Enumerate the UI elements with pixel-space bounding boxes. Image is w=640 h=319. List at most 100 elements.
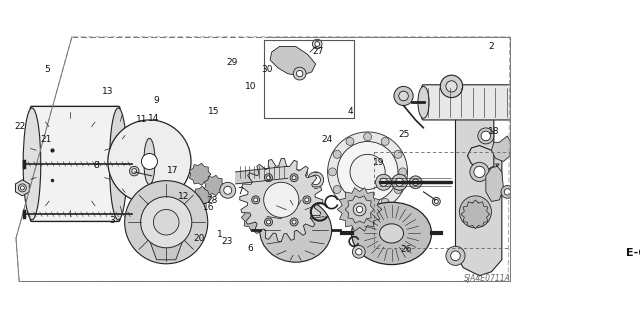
Circle shape — [474, 166, 485, 177]
Polygon shape — [189, 163, 211, 185]
Circle shape — [296, 70, 303, 77]
Circle shape — [376, 174, 392, 190]
Circle shape — [394, 86, 413, 106]
Circle shape — [292, 220, 296, 224]
Circle shape — [141, 197, 192, 248]
Ellipse shape — [144, 138, 155, 185]
Circle shape — [305, 198, 309, 202]
Circle shape — [253, 215, 258, 220]
Ellipse shape — [514, 86, 525, 118]
Polygon shape — [337, 188, 382, 231]
Circle shape — [132, 169, 137, 174]
Circle shape — [446, 246, 465, 265]
Text: 24: 24 — [322, 135, 333, 144]
Circle shape — [460, 196, 492, 228]
Text: 28: 28 — [207, 196, 218, 205]
Polygon shape — [492, 136, 511, 161]
Text: 16: 16 — [203, 204, 214, 212]
Circle shape — [264, 218, 273, 226]
Circle shape — [108, 120, 191, 203]
Circle shape — [364, 133, 372, 141]
Text: E-6: E-6 — [626, 249, 640, 258]
Circle shape — [125, 181, 208, 264]
Circle shape — [446, 81, 457, 92]
Text: 21: 21 — [40, 135, 52, 144]
Polygon shape — [345, 196, 374, 223]
Circle shape — [394, 185, 402, 193]
Circle shape — [293, 67, 306, 80]
Circle shape — [252, 196, 260, 204]
Circle shape — [308, 172, 324, 188]
Ellipse shape — [23, 108, 41, 220]
Circle shape — [251, 213, 260, 222]
Circle shape — [224, 186, 232, 194]
Circle shape — [333, 185, 341, 193]
Circle shape — [380, 178, 388, 186]
Circle shape — [353, 203, 366, 216]
Circle shape — [303, 196, 311, 204]
Text: 7: 7 — [237, 187, 243, 196]
Text: 15: 15 — [208, 107, 220, 115]
Circle shape — [292, 176, 296, 180]
Circle shape — [435, 199, 438, 204]
Circle shape — [264, 182, 299, 218]
Polygon shape — [193, 186, 212, 205]
Text: 27: 27 — [312, 47, 324, 56]
Text: 4: 4 — [348, 107, 353, 115]
FancyBboxPatch shape — [30, 106, 120, 221]
Circle shape — [381, 137, 389, 145]
Text: 30: 30 — [261, 64, 273, 73]
FancyBboxPatch shape — [422, 85, 521, 120]
Text: 26: 26 — [400, 246, 412, 255]
Text: 3: 3 — [109, 216, 115, 225]
Circle shape — [353, 245, 365, 258]
Polygon shape — [270, 47, 316, 76]
Text: 5: 5 — [45, 64, 51, 73]
Circle shape — [264, 174, 273, 182]
Polygon shape — [240, 158, 323, 241]
Text: 2: 2 — [488, 41, 494, 51]
Circle shape — [466, 202, 485, 221]
Polygon shape — [456, 100, 502, 276]
Circle shape — [432, 197, 440, 205]
Polygon shape — [284, 168, 308, 180]
Polygon shape — [236, 166, 287, 184]
Text: 18: 18 — [488, 127, 499, 136]
Circle shape — [311, 175, 321, 185]
Circle shape — [399, 91, 408, 101]
Circle shape — [290, 174, 298, 182]
Circle shape — [328, 168, 337, 176]
Circle shape — [470, 162, 489, 182]
Text: 9: 9 — [153, 96, 159, 105]
Text: 17: 17 — [166, 167, 178, 175]
Text: 1: 1 — [217, 230, 223, 239]
Circle shape — [440, 75, 463, 98]
Circle shape — [409, 176, 422, 189]
Circle shape — [478, 128, 494, 144]
Circle shape — [412, 179, 419, 185]
Polygon shape — [204, 175, 225, 196]
Text: 23: 23 — [221, 237, 233, 246]
Text: 14: 14 — [148, 114, 159, 123]
Circle shape — [396, 178, 404, 186]
Ellipse shape — [351, 202, 431, 264]
Circle shape — [220, 182, 236, 198]
Polygon shape — [148, 236, 184, 260]
Circle shape — [19, 184, 26, 192]
Circle shape — [504, 189, 511, 195]
Circle shape — [129, 166, 139, 176]
Circle shape — [315, 42, 319, 47]
Polygon shape — [615, 247, 640, 260]
Text: 10: 10 — [245, 82, 257, 91]
Circle shape — [392, 174, 408, 190]
Text: 11: 11 — [136, 115, 148, 124]
Polygon shape — [241, 204, 270, 231]
Text: 6: 6 — [248, 244, 253, 253]
Circle shape — [356, 249, 362, 255]
Text: 25: 25 — [398, 130, 410, 138]
Circle shape — [481, 131, 491, 141]
Circle shape — [350, 154, 385, 189]
Circle shape — [346, 198, 354, 206]
Circle shape — [253, 198, 258, 202]
Circle shape — [399, 168, 407, 176]
